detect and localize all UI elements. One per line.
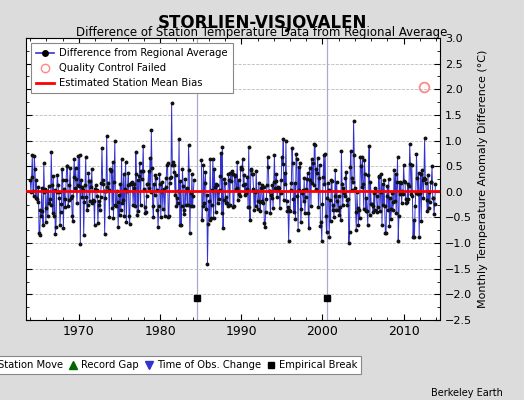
Text: Difference of Station Temperature Data from Regional Average: Difference of Station Temperature Data f… bbox=[77, 26, 447, 39]
Y-axis label: Monthly Temperature Anomaly Difference (°C): Monthly Temperature Anomaly Difference (… bbox=[478, 50, 488, 308]
Text: STORLIEN-VISJOVALEN: STORLIEN-VISJOVALEN bbox=[157, 14, 367, 32]
Text: Berkeley Earth: Berkeley Earth bbox=[431, 388, 503, 398]
Legend: Station Move, Record Gap, Time of Obs. Change, Empirical Break: Station Move, Record Gap, Time of Obs. C… bbox=[0, 356, 361, 374]
